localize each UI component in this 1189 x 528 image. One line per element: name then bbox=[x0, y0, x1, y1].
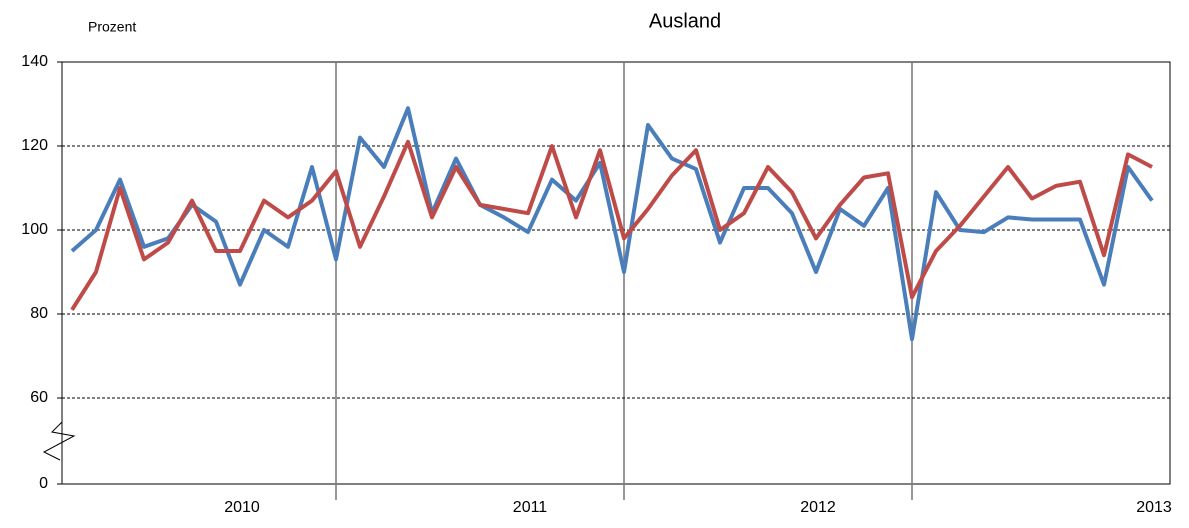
x-tick-label: 2012 bbox=[800, 499, 836, 516]
y-tick-label: 60 bbox=[30, 389, 48, 406]
y-tick-label: 80 bbox=[30, 305, 48, 322]
chart-title: Ausland bbox=[649, 10, 721, 32]
y-tick-label: 120 bbox=[21, 137, 48, 154]
plot-frame bbox=[61, 61, 1171, 485]
y-tick-label: 0 bbox=[39, 475, 48, 492]
series-line bbox=[70, 139, 1153, 311]
series-line bbox=[70, 106, 1154, 342]
axis-break bbox=[42, 421, 76, 461]
y-tick-label: 100 bbox=[21, 221, 48, 238]
x-tick-label: 2013 bbox=[1136, 499, 1172, 516]
year-separators bbox=[335, 62, 913, 500]
y-tick-label: 140 bbox=[21, 53, 48, 70]
x-tick-label: 2011 bbox=[513, 499, 548, 516]
y-axis-label: Prozent bbox=[88, 19, 136, 35]
x-tick-label: 2010 bbox=[224, 499, 260, 516]
